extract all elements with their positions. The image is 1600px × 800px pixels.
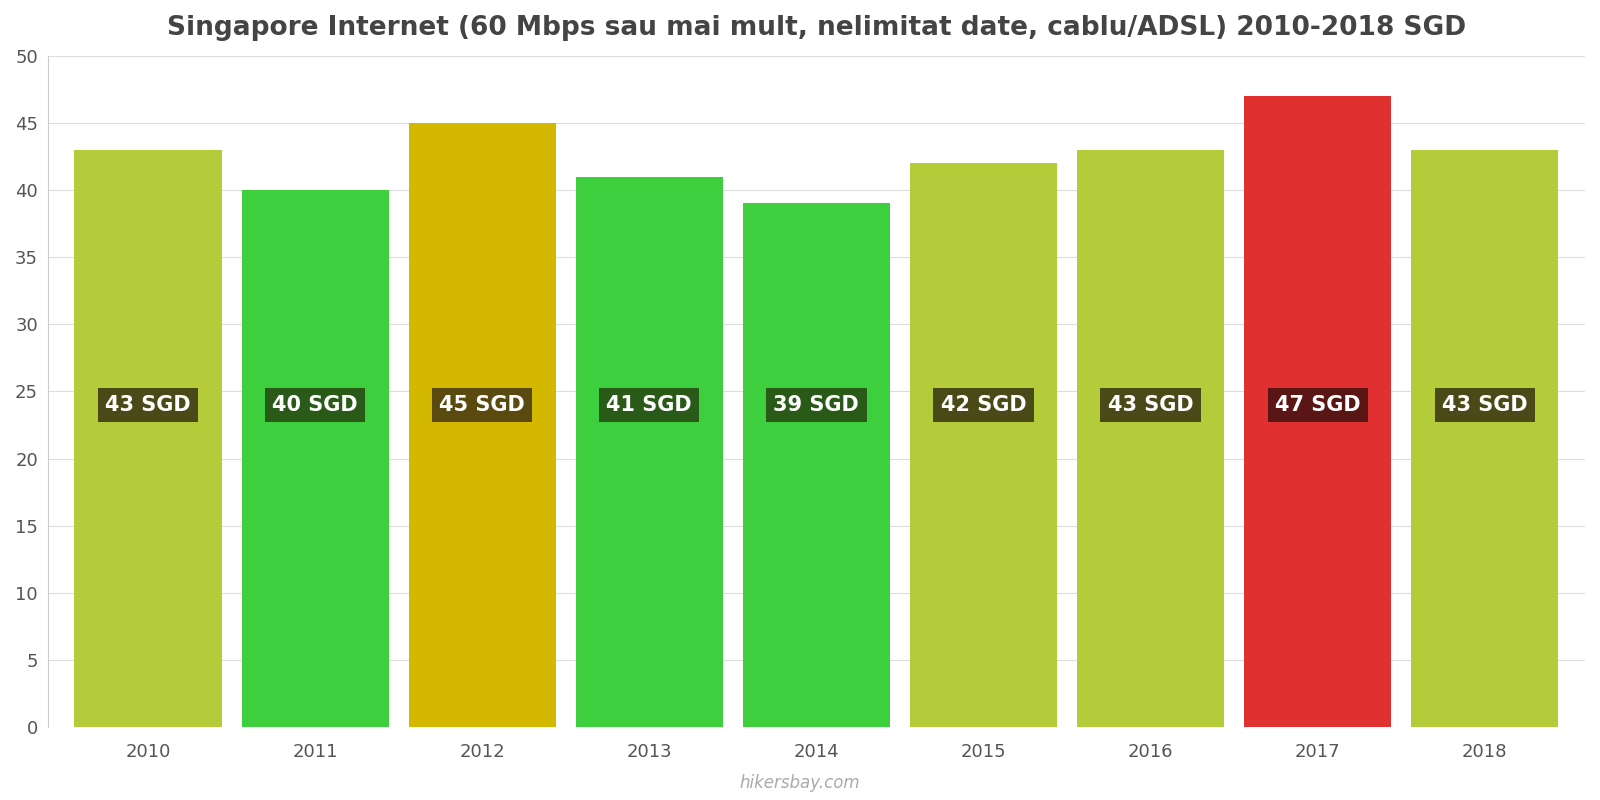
Text: 43 SGD: 43 SGD [1107,395,1194,415]
Bar [1077,150,1224,727]
Text: 43 SGD: 43 SGD [1442,395,1528,415]
Text: 43 SGD: 43 SGD [106,395,190,415]
Text: 39 SGD: 39 SGD [773,395,859,415]
Bar [242,190,389,727]
Text: 45 SGD: 45 SGD [440,395,525,415]
Bar [910,163,1058,727]
Title: Singapore Internet (60 Mbps sau mai mult, nelimitat date, cablu/ADSL) 2010-2018 : Singapore Internet (60 Mbps sau mai mult… [166,15,1466,41]
Bar [1245,96,1390,727]
Bar [576,177,723,727]
Text: 40 SGD: 40 SGD [272,395,358,415]
Bar [1411,150,1558,727]
Text: 42 SGD: 42 SGD [941,395,1026,415]
Bar [75,150,221,727]
Bar [742,203,890,727]
Text: hikersbay.com: hikersbay.com [739,774,861,792]
Text: 47 SGD: 47 SGD [1275,395,1360,415]
Bar [408,123,555,727]
Text: 41 SGD: 41 SGD [606,395,693,415]
